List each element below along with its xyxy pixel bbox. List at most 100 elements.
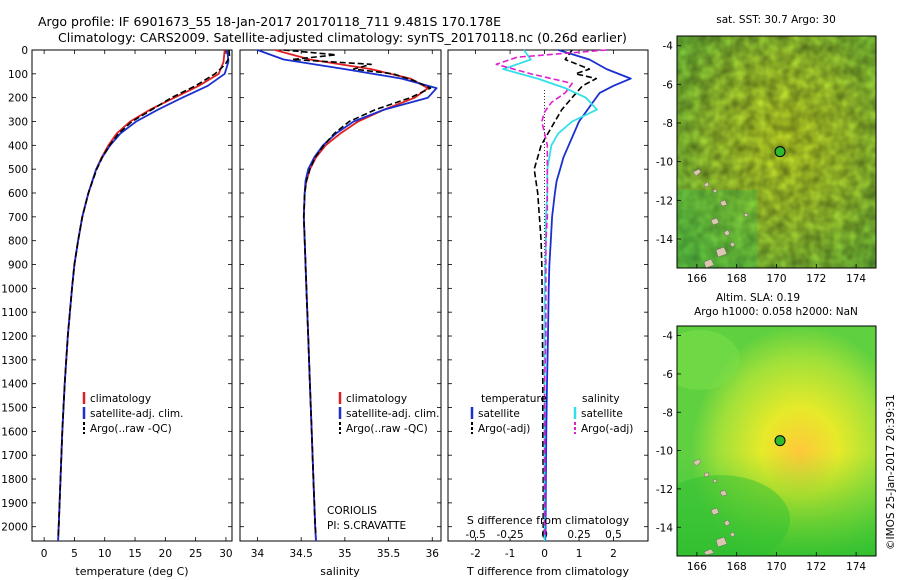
temperature-plot-frame	[31, 49, 233, 542]
x-tick-label: 1	[576, 548, 583, 560]
x-tick-label: 25	[189, 548, 202, 560]
map-y-tick-label: -14	[656, 234, 673, 246]
x-tick-label: -2	[470, 548, 480, 560]
salinity-legend: climatology satellite-adj. clim. Argo(..…	[327, 392, 439, 532]
y-tick-label: 1900	[1, 498, 28, 510]
sst-argo-location-marker	[774, 146, 786, 158]
series-line-satellite-adj-clim	[257, 49, 438, 542]
x-tick-label: 10	[98, 548, 111, 560]
legend-heading-salinity: salinity	[582, 393, 620, 405]
difference-series	[495, 49, 632, 542]
y-tick-label: 500	[8, 164, 28, 176]
legend-label-climatology: climatology	[90, 393, 151, 405]
series-line-satellite	[502, 49, 598, 541]
x-tick-label: 34	[251, 548, 265, 560]
x-tick-label: 5	[71, 548, 78, 560]
sla-map-title-line-1: Altim. SLA: 0.19	[716, 292, 800, 304]
map-y-tick-label: -14	[656, 522, 673, 534]
map-x-tick-label: 174	[846, 273, 866, 285]
y-tick-label: 200	[8, 93, 28, 105]
y-tick-label: 1200	[1, 331, 28, 343]
header-line-2: Climatology: CARS2009. Satellite-adjuste…	[58, 30, 627, 45]
legend-label-s-argo: Argo(-adj)	[581, 423, 633, 435]
sla-map-title-line-2: Argo h1000: 0.058 h2000: NaN	[694, 306, 858, 318]
y-tick-label: 300	[8, 117, 28, 129]
temperature-legend: climatology satellite-adj. clim. Argo(..…	[82, 392, 183, 435]
map-y-tick-label: -12	[656, 484, 673, 496]
annotation-pi: PI: S.CRAVATTE	[327, 520, 406, 532]
temperature-x-label: temperature (deg C)	[75, 565, 188, 578]
map-x-tick-label: 174	[846, 561, 866, 573]
x2-tick-label: 0.25	[567, 529, 590, 541]
annotation-coriolis: CORIOLIS	[327, 505, 377, 517]
y-tick-label: 100	[8, 69, 28, 81]
x-tick-label: 0	[41, 548, 48, 560]
copyright-timestamp: ©IMOS 25-Jan-2017 20:39:31	[885, 394, 897, 550]
series-line-climatology	[57, 49, 226, 542]
y-tick-label: 1300	[1, 355, 28, 367]
x2-tick-label: -0.25	[496, 529, 523, 541]
x-tick-label: 36	[426, 548, 440, 560]
legend-label-satellite: satellite-adj. clim.	[346, 408, 439, 420]
sst-map-axes: 166 168 170 172 174 -4 -6 -8 -10 -12 -14	[656, 41, 867, 285]
legend-heading-temperature: temperature	[481, 393, 547, 405]
difference-legend: temperature satellite Argo(-adj) salinit…	[470, 393, 633, 435]
salinity-x-label: salinity	[320, 565, 360, 578]
x2-tick-label: 0.5	[605, 529, 622, 541]
y-tick-label: 0	[21, 45, 28, 57]
sst-map-title: sat. SST: 30.7 Argo: 30	[716, 14, 836, 26]
map-x-tick-label: 166	[687, 561, 707, 573]
x-tick-label: -1	[505, 548, 515, 560]
series-line-argo-adj	[533, 49, 598, 537]
map-y-tick-label: -10	[656, 157, 673, 169]
y-tick-label: 1700	[1, 450, 28, 462]
y-tick-label: 1000	[1, 283, 28, 295]
series-line-argo-raw-qc	[57, 49, 231, 537]
y-tick-label: 600	[8, 188, 28, 200]
map-x-tick-label: 170	[766, 273, 786, 285]
y-tick-label: 800	[8, 236, 28, 248]
x-tick-label: 34.5	[289, 548, 312, 560]
x-tick-label: 35	[338, 548, 351, 560]
series-line-satellite-adj-clim	[57, 49, 230, 542]
difference-plot-frame	[447, 49, 649, 542]
temperature-axes: 0100200300400500600700800900100011001200…	[1, 45, 232, 560]
header-line-1: Argo profile: IF 6901673_55 18-Jan-2017 …	[38, 14, 501, 29]
series-line-argo-adj	[495, 49, 607, 537]
sla-map-image	[677, 326, 876, 556]
x-tick-label: 15	[128, 548, 141, 560]
map-y-tick-label: -6	[663, 369, 674, 381]
map-x-tick-label: 172	[806, 273, 826, 285]
x-tick-label: 30	[219, 548, 232, 560]
map-y-tick-label: -6	[663, 79, 674, 91]
x2-tick-label: -0.5	[465, 529, 486, 541]
sla-argo-location-marker	[774, 435, 786, 447]
legend-label-t-argo: Argo(-adj)	[478, 423, 530, 435]
legend-label-satellite: satellite-adj. clim.	[90, 408, 183, 420]
legend-label-s-satellite: satellite	[581, 408, 623, 420]
y-tick-label: 1500	[1, 403, 28, 415]
map-y-tick-label: -4	[663, 41, 674, 53]
y-tick-label: 2000	[1, 522, 28, 534]
series-line-argo-raw-qc	[283, 49, 432, 537]
map-x-tick-label: 170	[766, 561, 786, 573]
y-tick-label: 1600	[1, 426, 28, 438]
t-difference-x-label: T difference from climatology	[466, 565, 629, 578]
x-tick-label: 35.5	[377, 548, 400, 560]
x-tick-label: 20	[159, 548, 172, 560]
legend-label-argo: Argo(..raw -QC)	[90, 423, 172, 435]
legend-label-climatology: climatology	[346, 393, 407, 405]
salinity-plot-frame	[239, 49, 442, 542]
y-tick-label: 700	[8, 212, 28, 224]
map-y-tick-label: -12	[656, 195, 673, 207]
map-x-tick-label: 166	[687, 273, 707, 285]
salinity-series	[257, 49, 438, 542]
y-tick-label: 1400	[1, 379, 28, 391]
map-x-tick-label: 168	[727, 561, 747, 573]
map-y-tick-label: -8	[663, 407, 673, 419]
sla-map-axes: 166 168 170 172 174 -4 -6 -8 -10 -12 -14	[656, 331, 867, 573]
y-tick-label: 400	[8, 140, 28, 152]
map-y-tick-label: -4	[663, 331, 674, 343]
y-tick-label: 1800	[1, 474, 28, 486]
